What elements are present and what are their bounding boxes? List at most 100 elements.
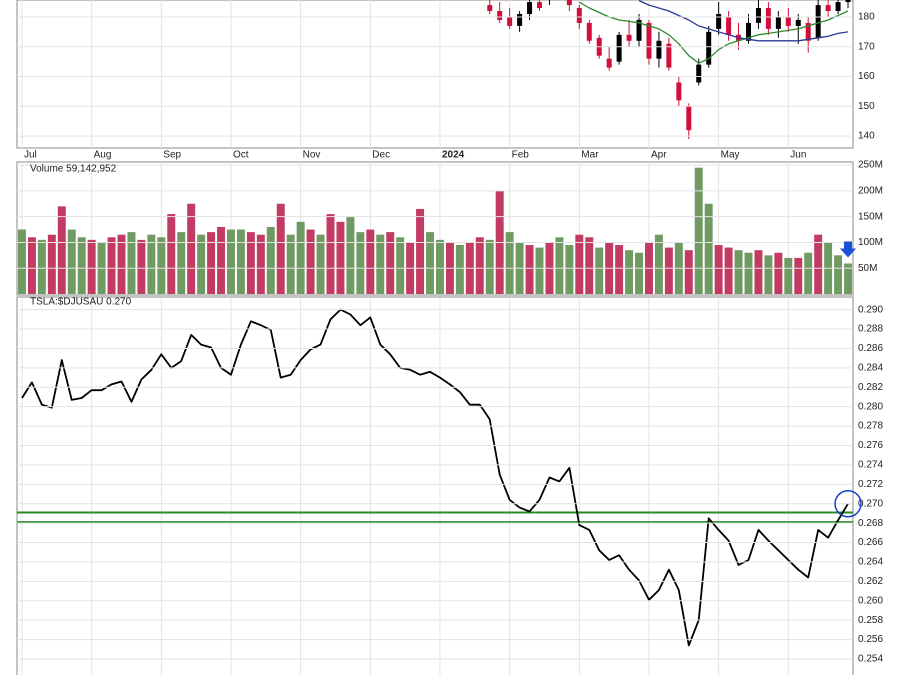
- volume-bar: [575, 234, 584, 294]
- y-tick-label: 0.258: [858, 615, 883, 626]
- volume-bar: [704, 203, 713, 294]
- candle-body: [785, 16, 791, 26]
- volume-bar: [266, 226, 275, 294]
- volume-bar: [316, 234, 325, 294]
- x-tick-label: Sep: [163, 150, 181, 161]
- y-tick-label: 160: [858, 71, 875, 82]
- volume-bar: [306, 229, 315, 294]
- y-tick-label: 0.278: [858, 421, 883, 432]
- volume-bar: [17, 229, 26, 294]
- volume-bar: [585, 237, 594, 294]
- y-tick-label: 0.262: [858, 576, 883, 587]
- y-tick-label: 0.264: [858, 557, 883, 568]
- candle-body: [755, 8, 761, 23]
- x-tick-label: Jun: [790, 150, 806, 161]
- volume-bar: [117, 234, 126, 294]
- candle-body: [537, 2, 542, 9]
- volume-bar: [27, 237, 36, 294]
- volume-bar: [694, 167, 703, 294]
- volume-bar: [794, 257, 803, 294]
- y-tick-label: 180: [858, 12, 875, 23]
- y-tick-label: 0.274: [858, 460, 883, 471]
- volume-bar: [366, 229, 375, 294]
- x-tick-label: 2024: [442, 150, 465, 161]
- volume-bar: [157, 237, 166, 294]
- volume-bar: [137, 239, 146, 294]
- candle-body: [805, 22, 811, 41]
- x-tick-label: Mar: [581, 150, 599, 161]
- candle-body: [646, 22, 652, 59]
- candle-body: [487, 5, 493, 12]
- y-tick-label: 250M: [858, 160, 883, 171]
- candle-body: [497, 11, 503, 20]
- volume-bar: [217, 226, 226, 294]
- volume-bar: [714, 245, 723, 294]
- volume-bar: [236, 229, 245, 294]
- candle-body: [706, 31, 712, 65]
- volume-bar: [664, 247, 673, 294]
- x-tick-label: Nov: [303, 150, 321, 161]
- volume-bar: [416, 208, 425, 294]
- candle-body: [795, 19, 801, 26]
- candle-body: [566, 0, 572, 6]
- candle-body: [606, 58, 612, 68]
- candle-body: [636, 19, 642, 41]
- candle-body: [507, 16, 513, 26]
- y-tick-label: 150: [858, 101, 875, 112]
- volume-bar: [37, 239, 46, 294]
- candle-body: [746, 22, 751, 41]
- volume-bar: [87, 239, 96, 294]
- volume-bar: [326, 214, 335, 294]
- y-tick-label: 0.286: [858, 343, 883, 354]
- volume-bar: [127, 232, 136, 294]
- y-tick-label: 100M: [858, 237, 883, 248]
- price-panel: [16, 0, 854, 149]
- volume-bar: [774, 252, 783, 294]
- candle-body: [825, 5, 831, 12]
- x-tick-label: May: [721, 150, 740, 161]
- candle-body: [726, 16, 732, 35]
- volume-bar: [187, 203, 196, 294]
- volume-bar: [246, 232, 255, 294]
- plot-layer: Jul Aug Sep Oct Nov Dec 2024 Feb Mar Apr May Jun 140…: [17, 0, 883, 675]
- y-tick-label: 0.268: [858, 518, 883, 529]
- y-tick-label: 0.270: [858, 498, 883, 509]
- volume-bar: [276, 203, 285, 294]
- candle-body: [696, 64, 702, 83]
- y-tick-label: 50M: [858, 263, 877, 274]
- volume-bar: [346, 216, 355, 294]
- volume-bar: [167, 214, 176, 294]
- panel-marks: [17, 308, 853, 647]
- arrow-annotation: [840, 241, 857, 258]
- x-tick-label: Feb: [512, 150, 530, 161]
- moving-average: [578, 1, 849, 64]
- y-tick-label: 0.256: [858, 634, 883, 645]
- candle-body: [527, 2, 533, 14]
- y-tick-label: 0.276: [858, 440, 883, 451]
- candle-body: [775, 16, 781, 29]
- volume-bar: [565, 245, 574, 294]
- candle-body: [576, 8, 582, 23]
- candle-body: [666, 43, 672, 68]
- volume-bar: [764, 255, 773, 294]
- panel-marks: [17, 167, 853, 294]
- candle-body: [835, 2, 841, 12]
- y-tick-label: 0.254: [858, 654, 883, 665]
- x-tick-label: Oct: [233, 150, 249, 161]
- volume-bar: [177, 232, 186, 294]
- volume-bar: [724, 247, 733, 294]
- volume-bar: [57, 206, 66, 294]
- volume-bar: [654, 234, 663, 294]
- y-tick-label: 0.272: [858, 479, 883, 490]
- volume-bar: [485, 239, 494, 294]
- volume-bar: [754, 250, 763, 294]
- y-tick-label: 170: [858, 41, 875, 52]
- candle-body: [656, 40, 662, 59]
- volume-bar: [107, 237, 116, 294]
- volume-bar: [356, 232, 365, 294]
- volume-bar: [475, 237, 484, 294]
- volume-bar: [396, 237, 405, 294]
- candle-body: [616, 34, 622, 62]
- volume-title: Volume 59,142,952: [30, 164, 117, 175]
